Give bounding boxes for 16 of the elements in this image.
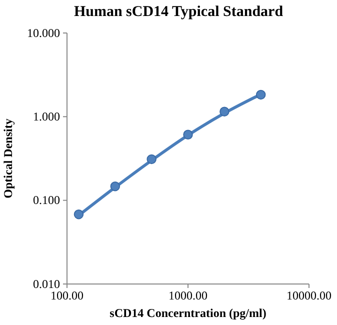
point [256, 90, 266, 100]
x-tick-label: 10000.00 [286, 288, 332, 303]
point [74, 209, 84, 220]
y-tick-label: 1.000 [33, 110, 60, 124]
point [220, 106, 230, 116]
y-tick-label: 10.000 [27, 26, 60, 40]
x-axis-title: sCD14 Concerntration (pg/ml) [110, 306, 266, 320]
point [110, 181, 120, 192]
chart-title: Human sCD14 Typical Standard [74, 4, 284, 20]
y-tick-label: 0.100 [33, 193, 60, 208]
y-axis-title: Optical Density [1, 118, 15, 198]
x-tick-label: 1000.00 [168, 288, 208, 303]
point [183, 130, 193, 140]
x-tick-label: 100.00 [50, 288, 84, 303]
point [146, 154, 156, 164]
y-tick-label: 0.010 [33, 276, 60, 291]
